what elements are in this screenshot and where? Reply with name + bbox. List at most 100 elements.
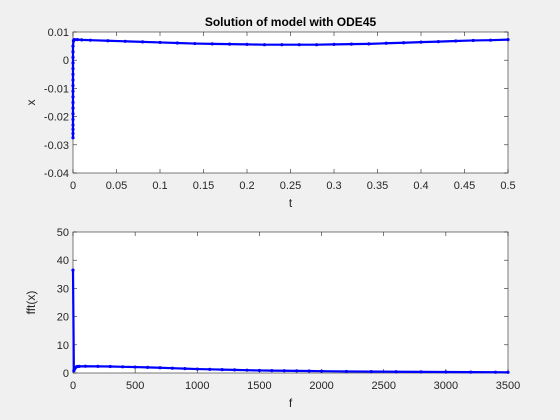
bottom-data-point	[307, 369, 311, 373]
bottom-data-point	[183, 367, 187, 371]
bottom-y-tick-label: 10	[57, 340, 69, 352]
bottom-y-ticks: 0 10 20 30 40 50	[57, 227, 508, 380]
top-data-point	[71, 136, 75, 140]
bottom-data-point	[369, 369, 373, 374]
top-data-point	[71, 89, 75, 93]
top-data-point	[71, 127, 75, 131]
bottom-data-point	[444, 370, 448, 374]
top-data-point	[88, 38, 92, 42]
bottom-x-tick-label: 1000	[185, 380, 209, 392]
bottom-plot-area	[71, 268, 510, 374]
bottom-x-tick-label: 2000	[309, 380, 333, 392]
top-data-point	[436, 39, 440, 44]
bottom-data-point	[245, 368, 249, 372]
top-data-point	[141, 40, 145, 44]
top-data-point	[245, 42, 249, 47]
bottom-data-point	[257, 368, 262, 373]
top-x-tick-label: 0.4	[413, 180, 428, 192]
top-data-point	[71, 55, 75, 59]
top-data-point	[384, 41, 388, 45]
top-data-point	[193, 41, 197, 46]
top-data-point	[71, 78, 75, 82]
bottom-data-point	[394, 370, 398, 374]
top-data-point	[71, 106, 75, 110]
top-data-point	[75, 38, 79, 42]
top-data-point	[73, 38, 77, 42]
top-data-point	[349, 42, 353, 46]
bottom-data-point	[83, 364, 88, 368]
top-y-tick-label: 0	[63, 55, 69, 67]
bottom-data-point	[419, 370, 423, 374]
bottom-y-tick-label: 0	[63, 368, 69, 380]
bottom-data-point	[220, 368, 224, 372]
top-x-axis-label: t	[289, 196, 293, 210]
top-data-point	[71, 83, 75, 88]
top-x-tick-label: 0.1	[152, 180, 167, 192]
top-data-point	[71, 61, 75, 65]
top-data-point	[175, 41, 179, 45]
bottom-x-tick-label: 500	[126, 380, 144, 392]
bottom-data-point	[270, 369, 274, 373]
top-axes: Solution of model with ODE45 t x 0 0.05 0.…	[24, 15, 516, 210]
top-x-tick-label: 0.05	[106, 180, 127, 192]
bottom-data-point	[195, 367, 199, 371]
top-x-tick-label: 0.3	[326, 180, 341, 192]
bottom-data-point	[108, 364, 112, 369]
top-data-point	[367, 42, 371, 46]
bottom-y-tick-label: 30	[57, 283, 69, 295]
top-data-point	[71, 131, 75, 136]
top-y-tick-label: 0.01	[48, 27, 69, 39]
top-data-point	[71, 112, 75, 116]
top-plot-area	[71, 38, 510, 140]
bottom-y-tick-label: 40	[57, 255, 69, 267]
bottom-x-tick-label: 1500	[247, 380, 271, 392]
top-y-tick-label: -0.02	[44, 112, 69, 124]
top-x-tick-label: 0.5	[500, 180, 515, 192]
bottom-data-point	[493, 370, 498, 374]
top-data-point	[71, 95, 75, 99]
bottom-y-axis-label: fft(x)	[24, 291, 38, 315]
bottom-data-point	[170, 366, 175, 370]
bottom-x-tick-label: 0	[70, 380, 76, 392]
bottom-data-point	[282, 369, 286, 373]
bottom-data-point	[295, 369, 299, 373]
bottom-axes: f fft(x) 0 500 1000 1500 2000 2500 3000 3500 0 1…	[24, 227, 520, 410]
top-x-tick-label: 0	[70, 180, 76, 192]
top-data-point	[262, 43, 266, 47]
top-y-ticks: -0.04 -0.03 -0.02 -0.01 0 0.01	[44, 27, 508, 180]
top-data-point	[506, 38, 510, 42]
top-data-point	[80, 38, 84, 42]
top-x-tick-label: 0.15	[193, 180, 214, 192]
bottom-data-point	[145, 365, 150, 369]
bottom-x-axis-label: f	[289, 396, 293, 410]
top-x-tick-label: 0.2	[239, 180, 254, 192]
bottom-data-point	[133, 365, 137, 369]
top-data-point	[315, 43, 319, 47]
bottom-y-tick-label: 20	[57, 312, 69, 324]
top-chart-title: Solution of model with ODE45	[205, 15, 377, 29]
top-data-point	[419, 40, 423, 44]
bottom-y-tick-label: 50	[57, 227, 69, 239]
top-x-ticks: 0 0.05 0.1 0.15 0.2 0.25 0.3 0.35 0.4 0.45 0.5	[70, 32, 516, 192]
top-data-point	[297, 43, 301, 47]
top-axes-background	[72, 31, 509, 174]
bottom-data-point	[208, 367, 212, 371]
top-data-point	[489, 38, 493, 42]
top-data-point	[71, 123, 75, 127]
top-x-tick-label: 0.35	[367, 180, 388, 192]
bottom-x-tick-label: 2500	[371, 380, 395, 392]
top-data-point	[71, 72, 75, 76]
bottom-data-point	[121, 365, 125, 369]
top-data-point	[71, 44, 75, 48]
bottom-data-point	[158, 366, 162, 370]
bottom-data-point	[319, 369, 324, 373]
top-data-point	[471, 38, 475, 43]
top-y-axis-label: x	[24, 100, 38, 106]
top-x-tick-label: 0.45	[454, 180, 475, 192]
bottom-data-point	[232, 368, 237, 372]
top-data-point	[123, 39, 127, 43]
top-data-point	[71, 100, 75, 105]
top-data-point	[210, 42, 214, 46]
bottom-data-point	[506, 370, 510, 374]
